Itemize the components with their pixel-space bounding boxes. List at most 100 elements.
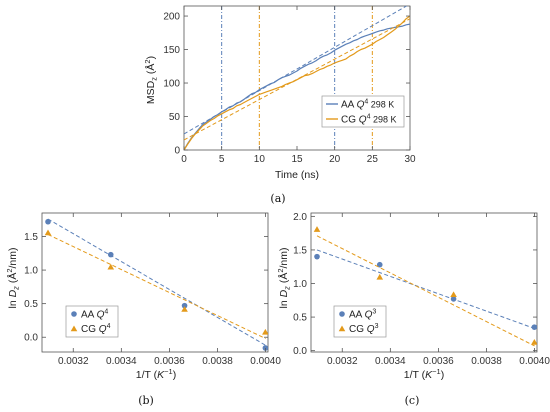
panel-b-xlabel: 1/T (K−1) <box>136 367 176 381</box>
panel-a-legend-aa-post: 298 K <box>368 100 394 110</box>
panel-c-ylabel-sub: z <box>283 286 292 291</box>
panel-c-point-cg <box>450 291 457 298</box>
panel-a-legend-cg: CG Q4 298 K <box>341 114 397 126</box>
panel-c-legend-cg-marker <box>338 325 346 332</box>
panel-a-legend-cg-pre: CG <box>341 115 359 126</box>
panel-c-fit-line-cg <box>316 235 535 347</box>
panel-a-xtick-label: 0 <box>181 154 187 165</box>
panel-a-legend-cg-post: 298 K <box>370 115 396 125</box>
panel-c-point-aa <box>376 261 383 268</box>
panel-a-legend-aa-q: Q <box>357 100 365 111</box>
panel-a-legend-cg-q: Q <box>359 115 367 126</box>
panel-b-plot-area: 0.0032 0.0034 0.0036 0.0038 0.0040 0.0 0.5 1.0 1… <box>24 212 281 367</box>
panel-a-series-aa-line <box>184 23 410 150</box>
panel-c-ylabel-d: D <box>278 289 290 297</box>
panel-a-legend-aa: AA Q4 298 K <box>341 99 394 111</box>
panel-a-ytick-label: 100 <box>163 79 180 90</box>
panel-c-legend: AA Q3 CG Q3 <box>333 305 387 338</box>
panel-a-msd-chart: 0 5 10 15 20 25 30 0 50 100 150 200 Time (ns) MSDz … <box>143 5 416 205</box>
panel-c-xtick-label: 0.0040 <box>519 356 550 367</box>
panel-b-legend-cg-q: Q <box>99 324 107 335</box>
panel-b-point-cg <box>181 306 188 312</box>
panel-a-ylabel-sub: z <box>150 77 159 81</box>
panel-a-fit-line-aa <box>184 6 408 135</box>
panel-a-legend-box <box>321 95 405 128</box>
panel-a-ytick-label: 50 <box>169 112 181 123</box>
panel-a-xtick-label: 25 <box>367 154 379 165</box>
panel-b-ylabel-unit-open: (Å <box>6 273 19 286</box>
panel-c-xlabel-post: ) <box>441 369 445 381</box>
panel-c-legend-cg-sup: 3 <box>375 323 379 330</box>
panel-b-point-cg <box>262 328 268 335</box>
panel-b-legend-aa-pre: AA <box>81 310 97 321</box>
panel-a-ylabel-unit-close: ) <box>145 56 157 60</box>
panel-a-ylabel: MSDz (Å2) <box>143 56 159 104</box>
panel-b-ylabel-unit-sup: 2 <box>5 268 14 272</box>
panel-c-legend-aa: AA Q3 <box>349 309 376 321</box>
panel-c-xlabel: 1/T (K−1) <box>404 367 444 381</box>
panel-c-legend-cg: CG Q3 <box>349 323 379 335</box>
panel-a-legend-aa-pre: AA <box>341 100 357 111</box>
panel-c-point-aa <box>314 253 320 260</box>
panel-c-plot-area: 0.0032 0.0034 0.0036 0.0038 0.0040 0.0 0.5 1.0 1… <box>293 212 550 367</box>
panel-c-ytick-label: 2.0 <box>293 212 307 223</box>
panel-b-ylabel-sub: z <box>12 286 21 291</box>
panel-c-ylabel-pre: ln <box>278 297 290 308</box>
panel-b-xlabel-post: ) <box>173 369 177 381</box>
panel-c-xtick-label: 0.0038 <box>471 356 502 367</box>
panel-b-ylabel: ln Dz (Å2/nm) <box>5 247 21 308</box>
panel-c-xlabel-pre: 1/T ( <box>404 369 426 381</box>
panel-a-fit-line-cg <box>184 18 410 141</box>
panel-c-legend-box <box>333 305 387 338</box>
panel-c-xtick-label: 0.0032 <box>327 356 358 367</box>
panel-c-point-cg <box>531 338 537 345</box>
panel-b-legend-box <box>65 305 119 338</box>
panel-b-point-cg <box>107 263 115 270</box>
panel-a-ytick-label: 0 <box>174 146 180 157</box>
panel-c-point-cg <box>313 226 321 232</box>
panel-b-ytick-label: 0.5 <box>24 299 38 310</box>
panel-b-legend-cg-pre: CG <box>81 324 99 335</box>
panel-c-point-aa <box>531 324 537 330</box>
panel-a-ytick-label: 200 <box>163 12 180 23</box>
panel-b-ytick-label: 1.5 <box>24 232 38 243</box>
panel-c-ylabel: ln Dz (Å2/nm) <box>276 247 292 308</box>
panel-a-xtick-label: 5 <box>219 154 225 165</box>
panel-b-xtick-label: 0.0038 <box>202 356 233 367</box>
panel-c-ytick-label: 0.0 <box>293 346 307 357</box>
panel-a-xtick-label: 10 <box>254 154 266 165</box>
panel-b-legend-aa-q: Q <box>97 310 105 321</box>
panel-a-marks <box>184 6 410 150</box>
panel-a-xtick-label: 20 <box>329 154 341 165</box>
panel-b-ytick-label: 1.0 <box>24 266 38 277</box>
panel-b-ytick-label: 0.0 <box>24 333 38 344</box>
panel-c-ytick-label: 0.5 <box>293 313 307 324</box>
panel-b-ylabel-pre: ln <box>7 297 19 308</box>
panel-b-legend-aa: AA Q4 <box>81 309 108 321</box>
panel-b-axes-frame <box>41 212 269 353</box>
panel-b-point-aa <box>262 345 268 351</box>
panel-c-legend-cg-pre: CG <box>349 324 367 335</box>
panel-c-ytick-label: 1.5 <box>293 245 307 256</box>
panel-c-legend-cg-q: Q <box>367 324 375 335</box>
panel-c-arrhenius-q3-chart: 0.0032 0.0034 0.0036 0.0038 0.0040 0.0 0.5 1.0 1… <box>276 212 550 407</box>
panel-c-label: (c) <box>405 394 420 407</box>
panel-b-ylabel-d: D <box>7 289 19 297</box>
panel-a-axes-frame <box>183 5 411 151</box>
panel-c-legend-aa-q: Q <box>365 310 373 321</box>
panel-b-xlabel-sup: −1 <box>164 367 173 376</box>
panel-c-ylabel-unit-sup: 2 <box>276 268 285 272</box>
panel-b-ylabel-unit-close: /nm) <box>7 247 19 268</box>
panel-b-legend-cg-marker <box>70 325 78 332</box>
panel-b-legend-aa-marker <box>71 311 77 317</box>
panel-b-xlabel-k: K <box>157 369 165 381</box>
panel-b-xtick-label: 0.0034 <box>106 356 137 367</box>
panel-b-xtick-label: 0.0040 <box>250 356 281 367</box>
panel-a-ylabel-unit-open: (Å <box>144 64 157 77</box>
panel-c-legend-aa-pre: AA <box>349 310 365 321</box>
panel-b-label: (b) <box>138 394 154 407</box>
panel-a-legend-aa-sup: 4 <box>364 99 368 106</box>
panel-c-ytick-label: 1.0 <box>293 279 307 290</box>
panel-c-xtick-label: 0.0034 <box>375 356 406 367</box>
